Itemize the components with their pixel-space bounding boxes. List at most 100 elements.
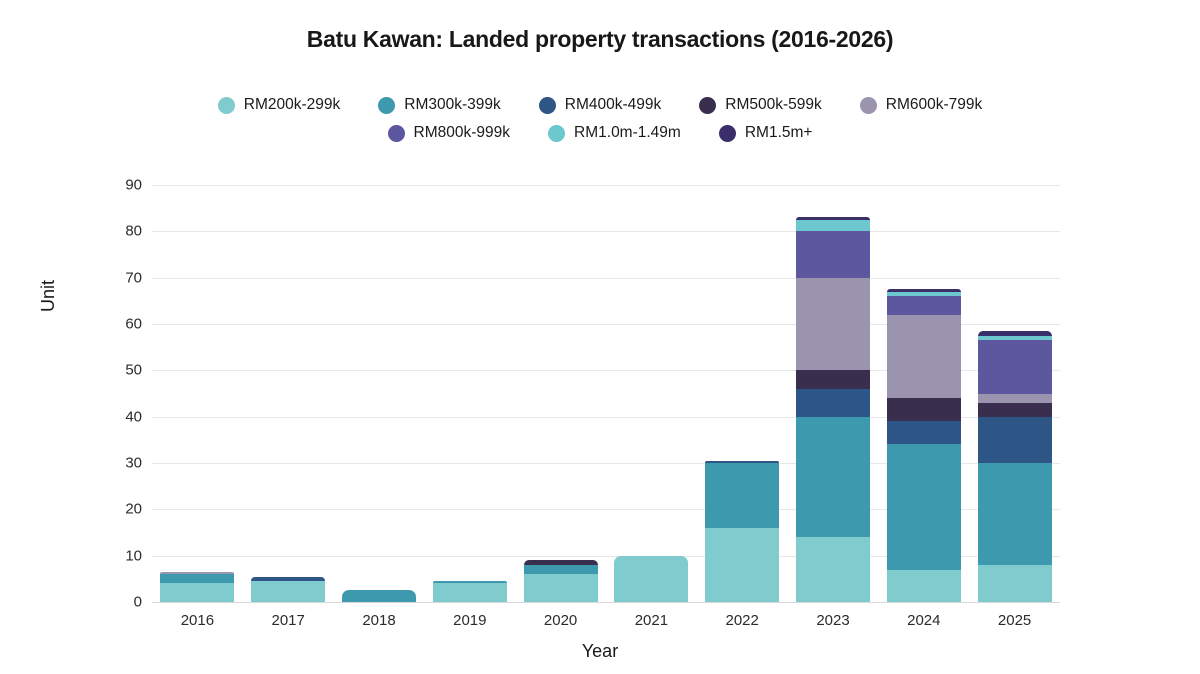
legend-row-2: RM800k-999k RM1.0m-1.49m RM1.5m+ xyxy=(0,124,1200,142)
bar-segment[interactable] xyxy=(886,569,961,602)
legend-swatch-icon xyxy=(538,96,556,114)
bar-segment[interactable] xyxy=(705,460,780,464)
y-axis-tick-label: 10 xyxy=(125,547,142,565)
bar-segment[interactable] xyxy=(523,564,598,575)
y-axis-tick-label: 40 xyxy=(125,408,142,426)
y-axis-tick-label: 30 xyxy=(125,454,142,472)
bar-segment[interactable] xyxy=(160,583,235,602)
legend-row-1: RM200k-299k RM300k-399k RM400k-499k RM50… xyxy=(0,96,1200,114)
bar-segment[interactable] xyxy=(886,444,961,570)
y-axis-tick-label: 50 xyxy=(125,361,142,379)
bar-segment[interactable] xyxy=(977,463,1052,565)
y-axis-tick-label: 20 xyxy=(125,500,142,518)
bar-segment[interactable] xyxy=(160,571,235,575)
gridline xyxy=(152,324,1060,325)
bar-segment[interactable] xyxy=(523,560,598,565)
bar-segment[interactable] xyxy=(977,416,1052,464)
x-axis-tick-label: 2016 xyxy=(180,612,215,629)
legend-label: RM400k-499k xyxy=(564,96,662,113)
bar-segment[interactable] xyxy=(705,463,780,528)
bar-segment[interactable] xyxy=(432,581,507,584)
chart-legend: RM200k-299k RM300k-399k RM400k-499k RM50… xyxy=(0,96,1200,152)
legend-label: RM800k-999k xyxy=(413,124,511,141)
plot-area xyxy=(152,185,1060,603)
x-axis-tick-label: 2022 xyxy=(725,612,759,629)
gridline xyxy=(152,555,1060,557)
x-axis-tick-label: 2024 xyxy=(907,612,941,629)
legend-item-rm600k-799k[interactable]: RM600k-799k xyxy=(859,96,983,114)
legend-swatch-icon xyxy=(859,96,877,114)
bar-segment[interactable] xyxy=(977,402,1052,417)
bar-segment[interactable] xyxy=(342,590,416,602)
bar-segment[interactable] xyxy=(796,277,870,371)
bar-segment[interactable] xyxy=(796,388,870,417)
bar-segment[interactable] xyxy=(251,576,326,582)
bar-segment[interactable] xyxy=(977,335,1052,341)
bar-segment[interactable] xyxy=(796,370,870,389)
bar-segment[interactable] xyxy=(796,219,870,232)
bar-segment[interactable] xyxy=(796,231,870,278)
legend-swatch-icon xyxy=(387,124,405,142)
bar-segment[interactable] xyxy=(886,314,961,399)
legend-swatch-icon xyxy=(699,96,717,114)
legend-swatch-icon xyxy=(378,96,396,114)
legend-item-rm300k-399k[interactable]: RM300k-399k xyxy=(378,96,501,114)
legend-item-rm500k-599k[interactable]: RM500k-599k xyxy=(699,96,822,114)
bar-stack-2019[interactable] xyxy=(432,581,507,602)
bar-segment[interactable] xyxy=(160,574,235,584)
legend-label: RM300k-399k xyxy=(404,96,501,113)
bar-segment[interactable] xyxy=(251,581,326,602)
bar-stack-2016[interactable] xyxy=(160,571,235,602)
gridline xyxy=(152,185,1060,186)
y-axis-tick-label: 0 xyxy=(133,593,142,611)
bar-segment[interactable] xyxy=(523,574,598,602)
bar-stack-2025[interactable] xyxy=(977,331,1052,602)
bar-segment[interactable] xyxy=(796,537,870,602)
legend-item-rm400k-499k[interactable]: RM400k-499k xyxy=(538,96,662,114)
bar-stack-2018[interactable] xyxy=(342,590,416,602)
x-axis-tick-label: 2018 xyxy=(362,612,396,629)
legend-item-rm800k-999k[interactable]: RM800k-999k xyxy=(387,124,511,142)
gridline xyxy=(152,370,1060,372)
legend-item-rm1-5m-plus[interactable]: RM1.5m+ xyxy=(718,124,812,142)
x-axis-tick-label: 2019 xyxy=(453,612,487,629)
bar-segment[interactable] xyxy=(886,291,961,297)
gridline xyxy=(152,416,1060,418)
y-axis-tick-label: 80 xyxy=(125,222,142,240)
x-axis-tick-label: 2017 xyxy=(271,612,305,629)
x-axis-tick-label: 2025 xyxy=(997,612,1032,629)
bar-segment[interactable] xyxy=(977,564,1052,602)
bar-stack-2022[interactable] xyxy=(705,460,780,602)
legend-item-rm200k-299k[interactable]: RM200k-299k xyxy=(217,96,341,114)
legend-label: RM500k-599k xyxy=(725,96,822,113)
chart-title: Batu Kawan: Landed property transactions… xyxy=(306,26,894,52)
legend-label: RM600k-799k xyxy=(885,96,983,113)
bar-segment[interactable] xyxy=(977,331,1052,336)
bar-segment[interactable] xyxy=(796,217,870,220)
bar-stack-2021[interactable] xyxy=(614,555,689,602)
bar-segment[interactable] xyxy=(614,555,689,602)
bar-stack-2017[interactable] xyxy=(251,576,326,602)
gridline xyxy=(152,463,1060,464)
y-axis-title: Unit xyxy=(38,279,58,312)
bar-stack-2020[interactable] xyxy=(523,560,598,602)
x-axis-title: Year xyxy=(581,641,619,661)
bar-segment[interactable] xyxy=(977,393,1052,403)
legend-label: RM200k-299k xyxy=(243,96,341,113)
legend-item-rm1-0m-1-49m[interactable]: RM1.0m-1.49m xyxy=(548,124,681,142)
bar-segment[interactable] xyxy=(977,340,1052,394)
bar-stack-2023[interactable] xyxy=(796,217,870,602)
y-axis-tick-label: 60 xyxy=(125,315,142,333)
bar-segment[interactable] xyxy=(886,296,961,315)
bar-segment[interactable] xyxy=(796,416,870,538)
bar-segment[interactable] xyxy=(705,527,780,602)
legend-swatch-icon xyxy=(217,96,235,114)
bar-segment[interactable] xyxy=(432,583,507,602)
bar-segment[interactable] xyxy=(886,421,961,445)
gridline xyxy=(152,602,1060,603)
bar-segment[interactable] xyxy=(886,289,961,292)
bar-segment[interactable] xyxy=(886,398,961,422)
bar-stack-2024[interactable] xyxy=(886,289,961,602)
legend-swatch-icon xyxy=(548,124,566,142)
